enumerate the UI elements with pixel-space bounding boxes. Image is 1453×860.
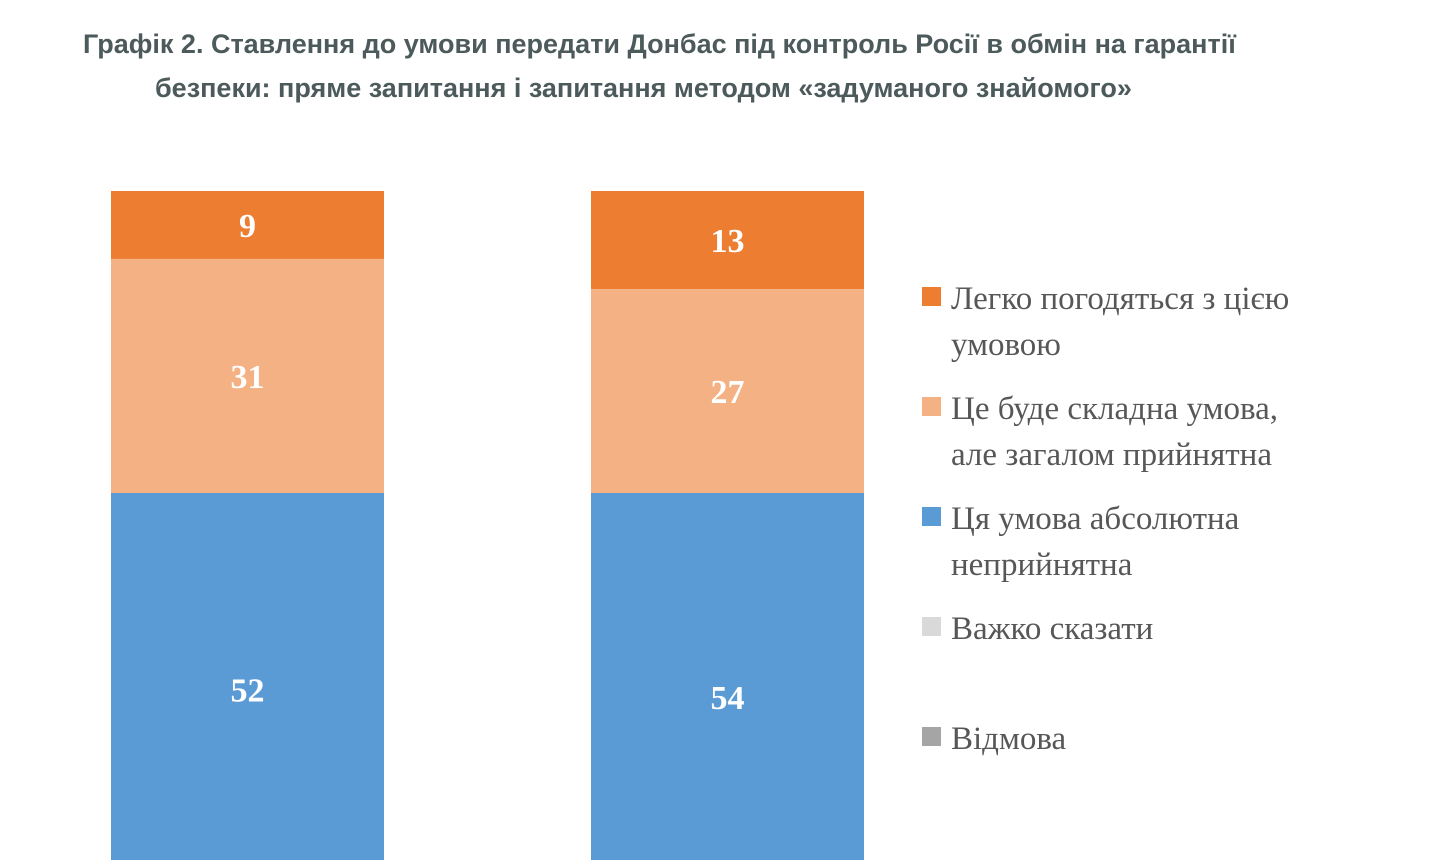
legend-swatch bbox=[922, 287, 941, 306]
data-label-1-series-3: 52 bbox=[231, 672, 265, 709]
legend-label-line: Важко сказати bbox=[951, 611, 1154, 647]
data-label-1-series-1: 9 bbox=[239, 208, 256, 245]
legend-label-line: Відмова bbox=[951, 721, 1067, 757]
bar-segment-2-series-3 bbox=[591, 493, 864, 860]
legend-label: Це буде складна умова, але загалом прийня… bbox=[951, 386, 1278, 478]
data-label-1-series-2: 31 bbox=[231, 359, 265, 396]
data-label-2-series-3: 54 bbox=[711, 680, 745, 717]
legend-label: Легко погодяться з цією умовою bbox=[951, 276, 1289, 368]
legend-label-line: Легко погодяться з цією bbox=[951, 281, 1290, 317]
legend-label-line: але загалом прийнятна bbox=[951, 437, 1272, 473]
data-label-2-series-2: 27 bbox=[711, 374, 745, 411]
legend-label-line: Це буде складна умова, bbox=[951, 391, 1279, 427]
chart-title-line-2: безпеки: пряме запитання і запитання мет… bbox=[155, 73, 1132, 103]
legend-label: Відмова bbox=[951, 716, 1066, 762]
legend-label-line: неприйнятна bbox=[951, 547, 1133, 583]
bar-segment-2-series-2 bbox=[591, 289, 864, 493]
legend-label: Важко сказати bbox=[951, 606, 1153, 652]
legend-label-line: Ця умова абсолютна bbox=[951, 501, 1240, 537]
legend-swatch bbox=[922, 507, 941, 526]
bar-segment-2-series-1 bbox=[591, 191, 864, 290]
data-label-2-series-1: 13 bbox=[711, 223, 745, 260]
bar-segment-1-series-3 bbox=[111, 493, 384, 860]
legend-swatch bbox=[922, 617, 941, 636]
legend-swatch bbox=[922, 727, 941, 746]
bar-segment-1-series-2 bbox=[111, 258, 384, 493]
legend-swatch bbox=[922, 397, 941, 416]
chart-title-line-1: Графік 2. Ставлення до умови передати До… bbox=[83, 29, 1236, 59]
bar-segment-1-series-1 bbox=[111, 191, 384, 259]
legend-label: Ця умова абсолютна неприйнятна bbox=[951, 496, 1239, 588]
legend-label-line: умовою bbox=[951, 327, 1061, 363]
